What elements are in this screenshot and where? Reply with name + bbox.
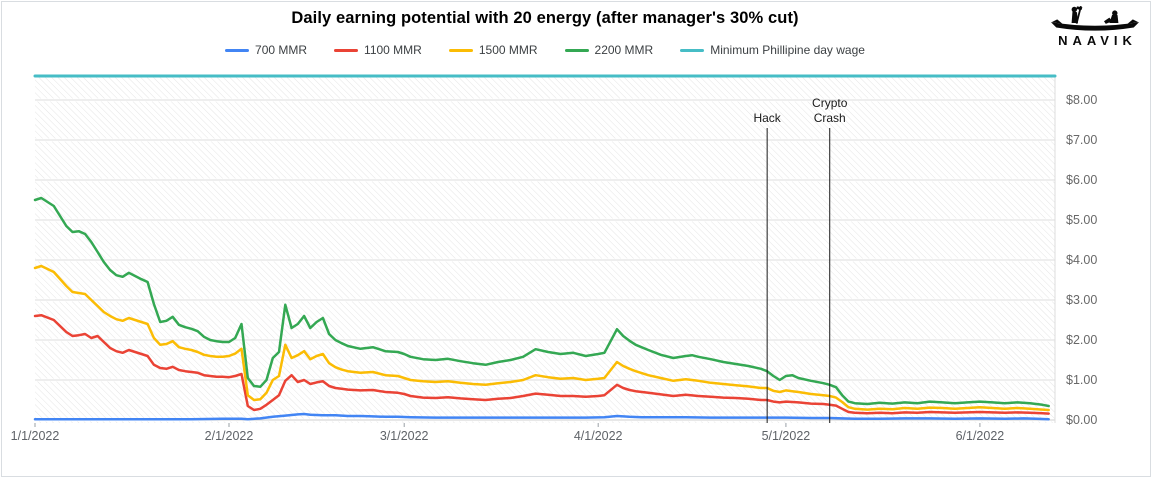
legend-label: 2200 MMR [594,43,654,57]
y-axis-label: $4.00 [1066,253,1098,267]
naavik-logo-text: NAAVIK [1058,33,1137,48]
legend-item-minimum-phillipine-day-wage: Minimum Phillipine day wage [680,43,865,57]
series-line-700-mmr [33,412,1050,421]
series-line-2200-mmr [33,196,1050,408]
legend-label: Minimum Phillipine day wage [710,43,865,57]
series-line-1500-mmr [33,264,1050,412]
y-axis-label: $7.00 [1066,133,1098,147]
legend-item-1100-mmr: 1100 MMR [334,43,422,57]
chart-title: Daily earning potential with 20 energy (… [291,9,799,27]
annotation-label-crypto-crash: Crypto Crash [812,96,848,125]
x-axis-label: 4/1/2022 [573,429,623,443]
series-line-1100-mmr [33,313,1050,415]
legend-item-2200-mmr: 2200 MMR [564,43,654,57]
y-axis-label: $3.00 [1066,293,1098,307]
y-axis-label: $8.00 [1066,93,1098,107]
y-axis-label: $6.00 [1066,173,1098,187]
legend-swatch [680,48,705,52]
legend: 700 MMR 1100 MMR 1500 MMR 2200 MMR Minimum P… [35,43,1055,57]
x-axis-label: 2/1/2022 [204,429,254,443]
plot-hatch-background [35,77,1055,423]
x-axis-label: 5/1/2022 [761,429,811,443]
y-axis-label: $1.00 [1066,373,1098,387]
legend-label: 1500 MMR [478,43,538,57]
x-axis-label: 3/1/2022 [379,429,429,443]
canoe-icon [1050,5,1140,31]
legend-label: 1100 MMR [364,43,422,57]
y-axis-label: $0.00 [1066,413,1098,427]
naavik-logo: NAAVIK [1044,5,1146,48]
legend-item-700-mmr: 700 MMR [225,43,307,57]
y-axis-label: $2.00 [1066,333,1098,347]
legend-label: 700 MMR [255,43,308,57]
y-axis-label: $5.00 [1066,213,1098,227]
legend-item-1500-mmr: 1500 MMR [448,43,538,57]
x-axis-label: 1/1/2022 [10,429,60,443]
annotation-label-hack: Hack [753,111,781,125]
legend-swatch [225,48,250,52]
legend-swatch [564,48,589,52]
legend-swatch [334,48,359,52]
x-axis-label: 6/1/2022 [955,429,1005,443]
legend-swatch [448,48,473,52]
